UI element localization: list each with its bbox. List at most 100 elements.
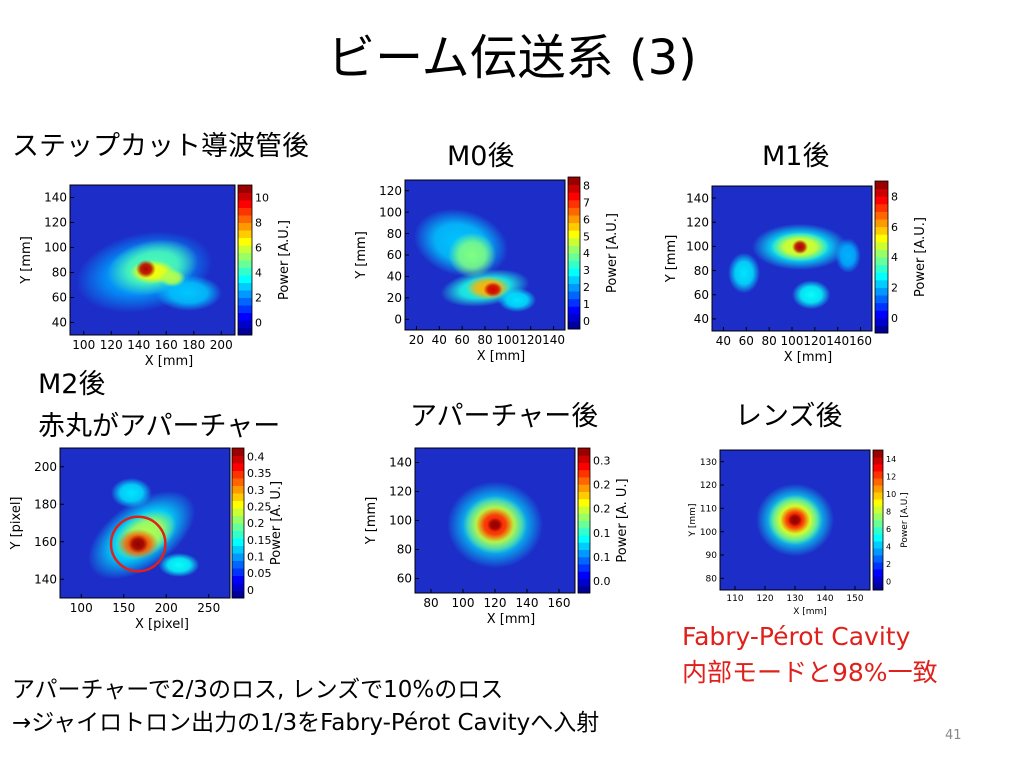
colorbar-tick-label: 6 [255,242,262,255]
colorbar-label: Power [A. U.] [615,478,630,562]
x-tick-label: 130 [786,594,803,604]
colorbar-segment [238,260,252,268]
x-tick-label: 120 [519,333,542,347]
y-tick-label: 120 [389,485,412,499]
y-axis-label: Y [mm] [688,504,698,538]
heatmap-intensity-region [111,478,152,508]
colorbar-tick-label: 0.2 [593,478,611,491]
colorbar-segment [238,267,252,276]
colorbar-segment [873,457,883,465]
colorbar-tick-label: 8 [583,180,590,193]
colorbar-label: Power [A.U.] [913,217,928,297]
colorbar-segment [875,226,888,235]
colorbar-segment [578,513,590,521]
colorbar-segment [568,237,580,246]
heatmap-intensity-region [128,535,149,553]
y-tick-label: 180 [34,497,57,511]
colorbar-segment [568,321,580,330]
colorbar-label: Power [A.U.] [605,213,620,293]
colorbar-segment [578,527,590,536]
colorbar-segment [873,492,883,500]
heatmap-intensity-region [792,280,831,310]
colorbar-segment [232,538,244,546]
colorbar-segment [873,548,883,556]
colorbar-tick-label: 0.25 [247,501,272,514]
colorbar-segment [578,498,590,507]
colorbar-segment [875,325,888,334]
colorbar-segment [578,469,590,478]
colorbar-tick-label: 3 [583,264,590,277]
colorbar-tick-label: 2 [583,281,590,294]
colorbar-segment [238,237,252,246]
colorbar-segment [875,264,888,273]
colorbar-tick-label: 8 [886,507,891,516]
x-tick-label: 100 [781,334,804,348]
colorbar-segment [875,249,888,258]
colorbar-tick-label: 5 [583,230,590,243]
colorbar-segment [875,241,888,250]
colorbar-segment [875,196,888,205]
colorbar-tick-label: 0.0 [593,575,611,588]
colorbar-segment [873,555,883,563]
colorbar-segment [238,290,252,298]
x-axis-label: X [mm] [793,607,827,617]
colorbar-segment [578,542,590,550]
colorbar-segment [875,279,888,288]
colorbar-segment [873,576,883,584]
colorbar-segment [568,313,580,322]
heatmap-intensity-region [448,232,497,278]
x-tick-label: 120 [803,334,826,348]
colorbar-segment [238,320,252,328]
y-tick-label: 80 [706,574,718,584]
panel-label-aperture: アパーチャー後 [410,401,599,432]
y-axis-label: Y [pixel] [10,497,24,551]
colorbar-tick-label: 0.35 [247,467,272,480]
x-tick-label: 140 [127,338,150,352]
colorbar-tick-label: 0.1 [593,527,611,540]
colorbar-segment [578,556,590,565]
heatmap-intensity-region [728,252,760,294]
colorbar-segment [568,275,580,284]
colorbar-segment [875,219,888,228]
y-tick-label: 140 [686,191,709,205]
y-tick-label: 140 [34,572,57,586]
y-tick-label: 0 [394,312,402,326]
y-tick-label: 80 [387,227,402,241]
colorbar-segment [238,297,252,306]
x-tick-label: 140 [816,594,833,604]
colorbar-segment [232,515,244,524]
colorbar-tick-label: 12 [886,472,896,481]
colorbar-tick-label: 0 [583,315,590,328]
colorbar-segment [873,562,883,570]
x-tick-label: 120 [484,596,507,610]
x-tick-label: 140 [516,596,539,610]
colorbar-segment [873,541,883,549]
colorbar-segment [232,575,244,584]
x-axis-label: X [pixel] [135,617,189,632]
x-tick-label: 120 [100,338,123,352]
colorbar-segment [578,520,590,529]
colorbar-segment [232,590,244,599]
colorbar-tick-label: 0 [891,312,898,325]
colorbar-segment [568,192,580,201]
colorbar-segment [238,215,252,223]
x-tick-label: 140 [542,333,565,347]
colorbar-segment [875,310,888,319]
colorbar-segment [875,203,888,212]
colorbar-segment [568,177,580,186]
heatmap-intensity-region [483,282,503,297]
colorbar-segment [238,275,252,283]
colorbar-tick-label: 0.2 [247,517,265,530]
colorbar-segment [238,192,252,201]
colorbar-segment [873,506,883,514]
heatmap-intensity-region [835,238,861,273]
colorbar-segment [875,287,888,296]
y-tick-label: 60 [694,288,709,302]
colorbar-tick-label: 2 [255,292,262,305]
y-tick-label: 200 [34,460,57,474]
colorbar-segment [238,200,252,208]
colorbar-label: Power [A.U.] [277,220,292,300]
panel-label-lens: レンズ後 [735,401,843,432]
